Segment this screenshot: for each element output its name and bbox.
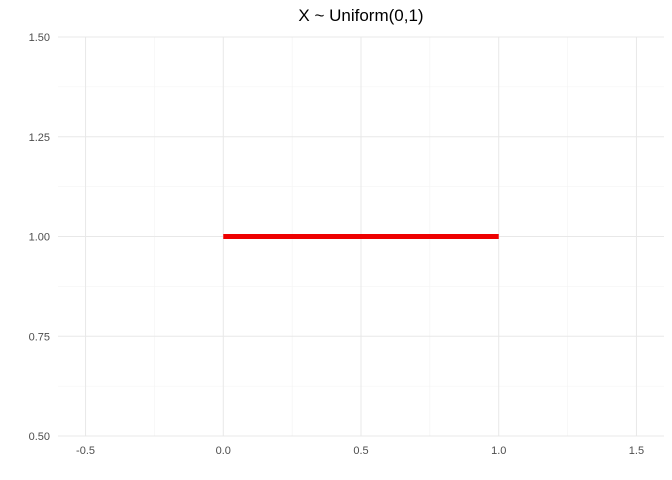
x-tick-label: -0.5 (76, 445, 95, 457)
x-axis-tick-labels: -0.5 0.0 0.5 1.0 1.5 (76, 445, 644, 457)
x-tick-label: 0.5 (353, 445, 368, 457)
y-tick-label: 1.50 (29, 32, 50, 44)
y-tick-label: 0.50 (29, 431, 50, 443)
x-tick-label: 0.0 (216, 445, 231, 457)
y-tick-label: 0.75 (29, 331, 50, 343)
y-axis-tick-labels: 0.50 0.75 1.00 1.25 1.50 (29, 32, 50, 443)
y-tick-label: 1.00 (29, 232, 50, 244)
y-tick-label: 1.25 (29, 132, 50, 144)
chart-title: X ~ Uniform(0,1) (298, 6, 424, 25)
x-tick-label: 1.0 (491, 445, 506, 457)
x-tick-label: 1.5 (629, 445, 644, 457)
